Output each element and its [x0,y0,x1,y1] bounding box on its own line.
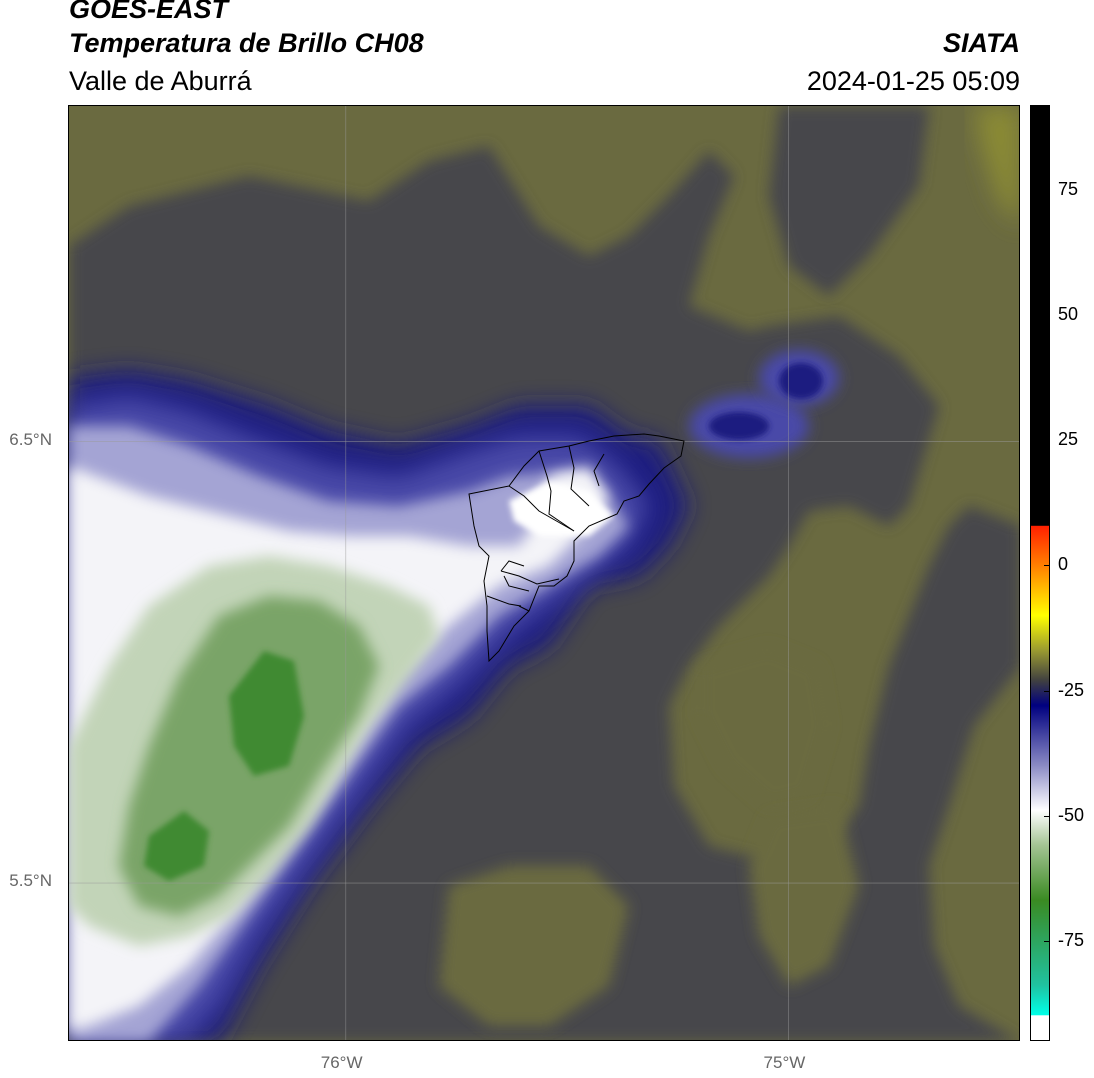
olive-patch-southwest [439,866,629,1026]
olive-bright-corner [974,106,1019,224]
lat-tick-label: 5.5°N [9,871,52,891]
deep-green-core-north [229,651,304,776]
municipal-line-2 [568,445,590,507]
municipal-boundaries [468,433,685,663]
colorbar-tick-mark [1044,690,1050,692]
colorbar-tick-label: 75 [1058,179,1079,200]
gridlines [69,106,1019,1040]
colorbar-tick-label: 25 [1058,429,1079,450]
white-core-northeast [509,481,614,536]
colorbar-tick-label: -50 [1058,804,1085,825]
municipal-line-5 [500,570,560,585]
colorbar [1030,105,1050,1041]
cold-cell-ne-inner [779,363,823,399]
olive-patch-center [699,646,829,806]
lon-tick-label: 76°W [320,1053,363,1072]
region-subtitle: Valle de Aburrá [69,66,252,96]
datetime-label: 2024-01-25 05:09 [806,66,1020,96]
colorbar-tick-label: -75 [1058,929,1085,950]
municipal-line-4 [508,485,575,532]
municipal-line-1 [538,450,575,532]
colorbar-tick-label: -25 [1058,679,1085,700]
valle-aburra-outline [468,433,685,663]
gray-cloud-topright [769,106,929,296]
colorbar-tick-mark [1044,440,1050,442]
colorbar-tick-mark [1044,190,1050,192]
colorbar-tick-mark [1044,315,1050,317]
municipal-line-8 [518,605,530,612]
colorbar-tick-label: 0 [1058,554,1069,575]
product-title: Temperatura de Brillo CH08 [69,28,424,58]
colorbar-tick-mark [1044,815,1050,817]
map-canvas [69,106,1019,1040]
brightness-temperature-map[interactable] [68,105,1020,1041]
municipal-line-9 [500,560,525,572]
olive-patch-south [749,806,859,986]
lon-tick-label: 75°W [763,1053,806,1072]
agency-label: SIATA [943,28,1020,58]
cold-cell-east-inner [709,412,769,440]
colorbar-tick-label: 50 [1058,304,1079,325]
municipal-line-6 [486,595,522,607]
colorbar-tick-mark [1044,565,1050,567]
satellite-title: GOES-EAST [69,0,229,24]
colorbar-tick-mark [1044,940,1050,942]
deep-green-core-south [144,811,209,881]
lat-tick-label: 6.5°N [9,429,52,449]
municipal-line-7 [503,575,530,592]
municipal-line-3 [593,453,605,487]
